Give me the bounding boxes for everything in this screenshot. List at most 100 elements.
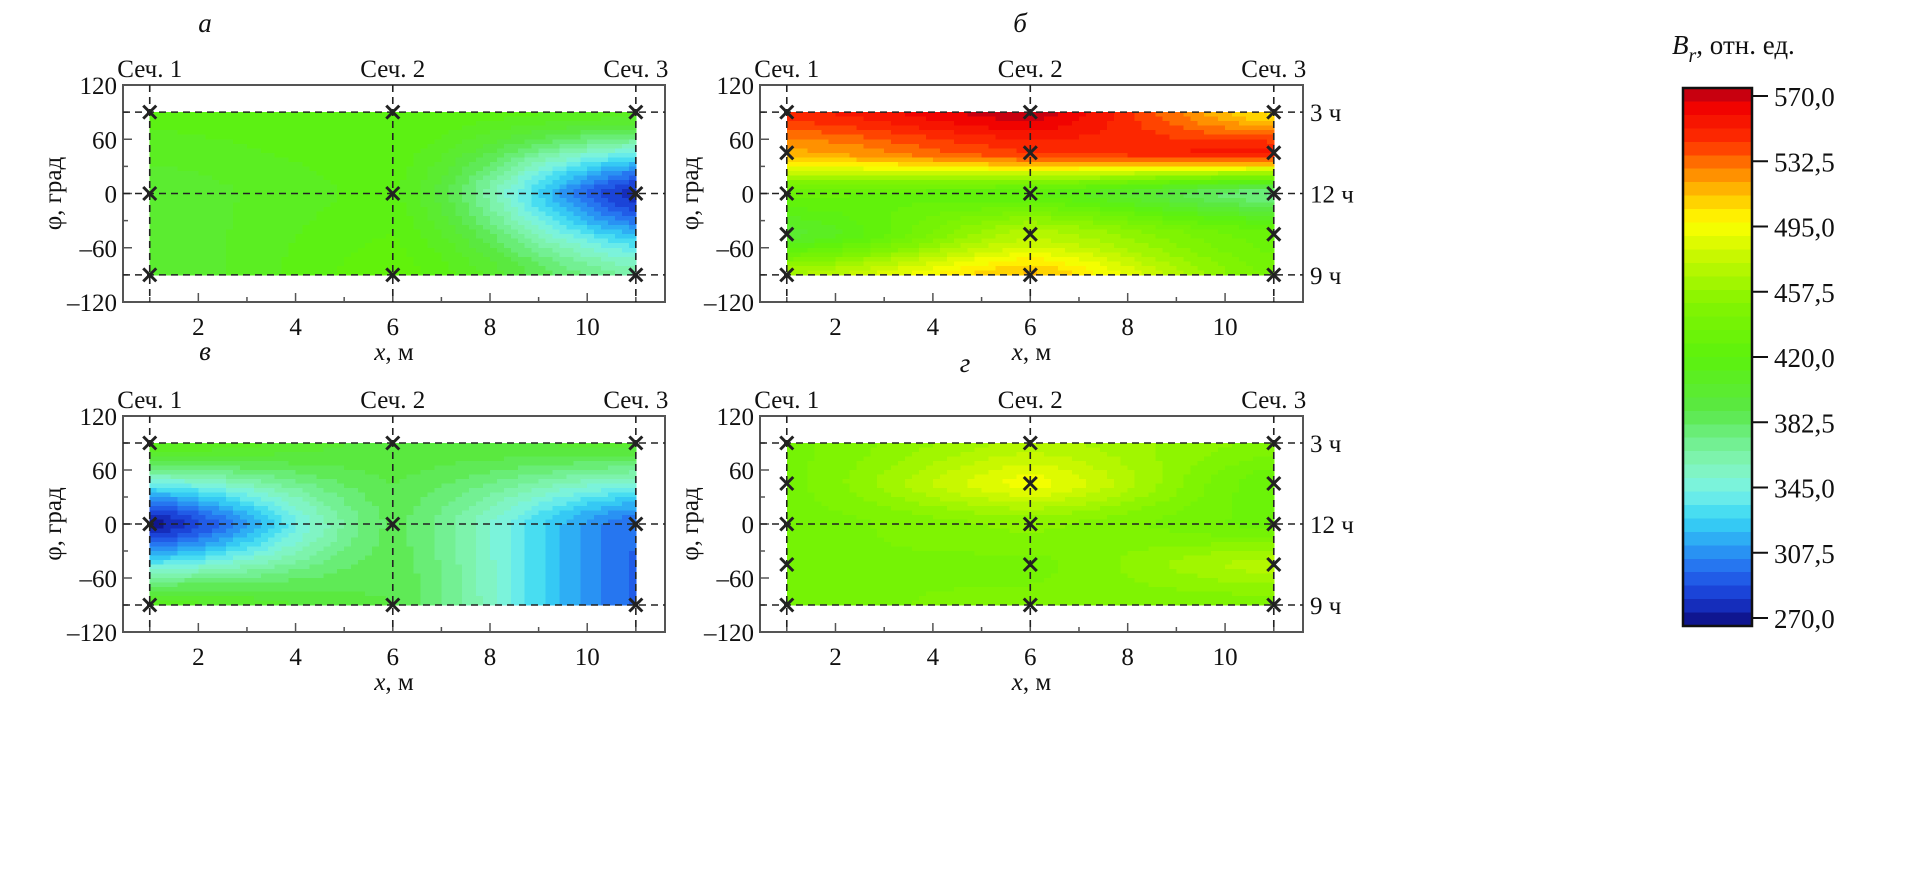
heatmap-cell [946,184,955,190]
heatmap-cell [365,265,373,271]
heatmap-cell [240,139,248,145]
heatmap-cell [1218,229,1226,235]
heatmap-cell [580,198,588,204]
heatmap-cell [1232,157,1240,163]
heatmap-cell [814,161,823,167]
heatmap-cell [877,134,885,140]
heatmap-cell [170,261,179,267]
heatmap-cell [281,175,290,181]
heatmap-cell [1120,112,1129,118]
heatmap-cell [240,134,248,140]
heatmap-cell [786,261,795,267]
heatmap-cell [1176,179,1184,186]
heatmap-cell [538,211,547,217]
heatmap-cell [621,125,630,131]
heatmap-cell [385,157,394,163]
heatmap-cell [1085,238,1094,244]
heatmap-cell [323,202,331,208]
heatmap-cell [358,121,366,127]
heatmap-cell [821,243,830,249]
heatmap-cell [1072,175,1080,181]
heatmap-cell [406,148,415,154]
heatmap-cell [1134,243,1143,249]
heatmap-cell [1044,175,1052,181]
heatmap-cell [1078,238,1087,244]
heatmap-cell [365,229,373,235]
heatmap-cell [1238,134,1247,140]
heatmap-cell [156,220,165,226]
heatmap-cell [392,265,401,271]
heatmap-cell [260,139,269,145]
heatmap-cell [503,179,512,186]
heatmap-cell [905,184,913,190]
heatmap-cell [946,125,955,131]
heatmap-cell [1030,157,1038,163]
heatmap-cell [835,116,844,122]
heatmap-cell [1183,234,1191,240]
heatmap-cell [1141,139,1150,145]
heatmap-cell [351,157,359,163]
heatmap-cell [149,116,158,122]
heatmap-cell [1072,229,1080,235]
heatmap-cell [253,121,262,127]
heatmap-cell [149,216,158,222]
heatmap-cell [849,130,857,136]
heatmap-cell [365,152,373,158]
heatmap-cell [253,220,262,226]
heatmap-cell [1232,161,1240,167]
heatmap-cell [1037,225,1045,231]
heatmap-cell [1085,220,1094,226]
heatmap-cell [967,252,976,258]
heatmap-cell [1232,202,1240,208]
heatmap-cell [1176,139,1184,145]
heatmap-cell [371,125,380,131]
heatmap-cell [877,211,885,217]
heatmap-cell [594,166,602,172]
heatmap-cell [628,261,637,267]
heatmap-cell [267,265,276,271]
heatmap-cell [295,134,304,140]
heatmap-cell [226,112,234,118]
heatmap-cell [448,270,456,276]
heatmap-cell [371,175,380,181]
heatmap-cell [434,179,442,186]
heatmap-cell [842,252,850,258]
heatmap-cell [849,256,857,262]
heatmap-cell [163,238,172,244]
heatmap-cell [884,234,892,240]
heatmap-cell [1204,193,1212,199]
heatmap-cell [281,225,290,231]
heatmap-cell [413,247,422,253]
heatmap-cell [967,216,976,222]
heatmap-cell [434,234,442,240]
heatmap-cell [462,211,470,217]
heatmap-cell [455,207,463,213]
heatmap-cell [1023,261,1031,267]
heatmap-cell [163,198,172,204]
heatmap-cell [212,198,220,204]
heatmap-cell [800,121,809,127]
heatmap-cell [503,234,512,240]
heatmap-cell [476,265,484,271]
heatmap-cell [163,130,172,136]
heatmap-cell [476,152,484,158]
heatmap-cell [995,252,1004,258]
heatmap-cell [573,234,581,240]
heatmap-cell [953,184,962,190]
heatmap-cell [1148,125,1157,131]
heatmap-cell [170,225,179,231]
heatmap-cell [1044,265,1052,271]
heatmap-cell [253,152,262,158]
heatmap-cell [1232,216,1240,222]
heatmap-cell [594,134,602,140]
heatmap-cell [800,166,809,172]
heatmap-cell [267,148,276,154]
heatmap-cell [1134,198,1143,204]
heatmap-cell [1120,198,1129,204]
heatmap-cell [1176,216,1184,222]
heatmap-cell [524,161,533,167]
heatmap-cell [330,238,338,244]
heatmap-cell [1085,256,1094,262]
heatmap-cell [1218,157,1226,163]
heatmap-cell [170,157,179,163]
